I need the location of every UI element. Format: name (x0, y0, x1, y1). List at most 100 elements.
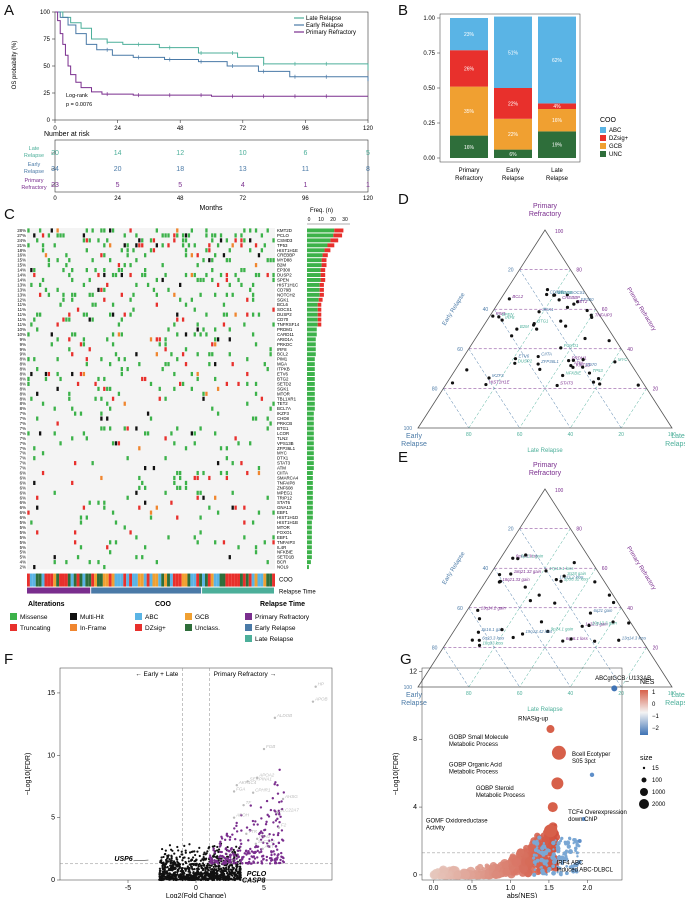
oncoprint-cell (214, 376, 217, 382)
oncoprint-cell (103, 505, 106, 510)
gsea-bubble-neg (539, 857, 544, 863)
volcano-point-sig (240, 858, 244, 861)
alterations-legend-label: In-Frame (80, 625, 107, 632)
nes-legend-tick: −1 (652, 714, 660, 720)
volcano-point (203, 851, 206, 854)
risk-table-frame (54, 139, 369, 193)
oncoprint-cell (254, 243, 258, 248)
volcano-point-sig (266, 842, 269, 845)
freq-bar (307, 446, 314, 451)
volcano-point (178, 865, 181, 868)
oncoprint-cell (193, 441, 196, 446)
gsea-bubble-neg (565, 865, 568, 868)
coo-track-cell (245, 573, 249, 587)
oncoprint-cell (158, 386, 161, 391)
oncoprint-cell (216, 411, 220, 416)
volcano-point-sig (235, 830, 239, 833)
tern-point (572, 561, 576, 565)
oncoprint-gene-label: TRIP12 (277, 495, 292, 500)
coo-ytick-label: 0.00 (423, 156, 435, 162)
coo-track-cell (257, 573, 261, 587)
volcano-point-sig (213, 851, 216, 854)
coo-track-cell (44, 573, 48, 587)
oncoprint-pct-label: 5% (20, 535, 26, 540)
oncoprint-cell (38, 431, 42, 436)
risk-value: 13 (239, 166, 247, 173)
coo-track-cell (231, 573, 235, 587)
volcano-point-sig (276, 848, 279, 851)
oncoprint-cell (260, 396, 264, 401)
volcano-point-sig (261, 836, 264, 839)
volcano-point-sig (281, 856, 284, 859)
volcano-point (207, 877, 210, 880)
volcano-point (171, 849, 174, 852)
oncoprint-cell (126, 495, 129, 500)
coo-track-cell (225, 573, 229, 587)
volcano-ytick-label: 15 (47, 690, 55, 697)
oncoprint-cell (214, 342, 217, 347)
oncoprint-cell (135, 352, 138, 357)
oncoprint-cell (176, 312, 179, 317)
oncoprint-cell (205, 312, 208, 317)
oncoprint-cell (196, 322, 199, 327)
oncoprint-pct-label: 8% (20, 357, 26, 362)
volcano-point (171, 873, 174, 876)
tern-point-label: CD79B (550, 290, 564, 295)
volcano-point (163, 870, 166, 873)
oncoprint-cell (41, 248, 45, 253)
coo-bar-segment (494, 88, 532, 119)
oncoprint-cell (135, 426, 138, 431)
tern-point (585, 308, 589, 313)
volcano-point (202, 877, 205, 881)
relapse-legend-label: Late Relapse (255, 636, 294, 643)
volcano-point (177, 862, 181, 865)
km-xtick-label: 72 (239, 126, 246, 132)
tern-tick: 20 (508, 268, 514, 274)
coo-track-cell (260, 573, 264, 587)
volcano-point (191, 856, 195, 859)
oncoprint-cell (243, 520, 246, 525)
volcano-gene-grey: APOB (314, 697, 328, 702)
tern-point (538, 367, 542, 371)
volcano-point-sig (280, 800, 283, 803)
volcano-point (187, 857, 190, 860)
coo-track-cell (263, 573, 267, 587)
oncoprint-cell (123, 426, 126, 431)
oncoprint-cell (173, 322, 176, 327)
oncoprint-cell (71, 332, 74, 337)
coo-legend-label-c: GCB (195, 614, 209, 621)
freq-bar (307, 377, 315, 381)
oncoprint-cell (126, 243, 129, 248)
oncoprint-cell (85, 228, 88, 233)
volcano-point (199, 871, 202, 874)
risk-value: 1 (366, 182, 370, 189)
risk-value: 11 (302, 166, 309, 173)
tern-point-label: CREBBP (562, 295, 580, 300)
volcano-point (227, 865, 230, 868)
oncoprint-cell (222, 322, 226, 327)
oncoprint-cell (76, 307, 80, 312)
oncoprint-cell (231, 292, 234, 297)
oncoprint-pct-label: 9% (20, 342, 26, 347)
oncoprint-cell (158, 337, 161, 342)
oncoprint-cell (161, 277, 164, 283)
oncoprint-gene-label: GNA13 (277, 505, 292, 510)
oncoprint-cell (71, 277, 74, 283)
oncoprint-cell (79, 515, 83, 520)
oncoprint-cell (103, 272, 106, 278)
oncoprint-cell (36, 505, 39, 510)
volcano-point (230, 863, 233, 866)
tern-point-label: B2M (520, 324, 529, 329)
volcano-point-sig (247, 850, 250, 853)
oncoprint-cell (205, 228, 208, 233)
oncoprint-cell (144, 466, 147, 471)
coo-track-cell (152, 573, 156, 587)
volcano-point-sig (239, 839, 242, 842)
oncoprint-cell (254, 263, 258, 268)
km-ytick-label: 0 (47, 118, 51, 124)
oncoprint-cell (135, 535, 138, 540)
freq-bar (307, 347, 316, 352)
oncoprint-cell (59, 233, 62, 238)
oncoprint-cell (164, 362, 167, 367)
tern-point-label: 18q23 loss (483, 640, 505, 645)
